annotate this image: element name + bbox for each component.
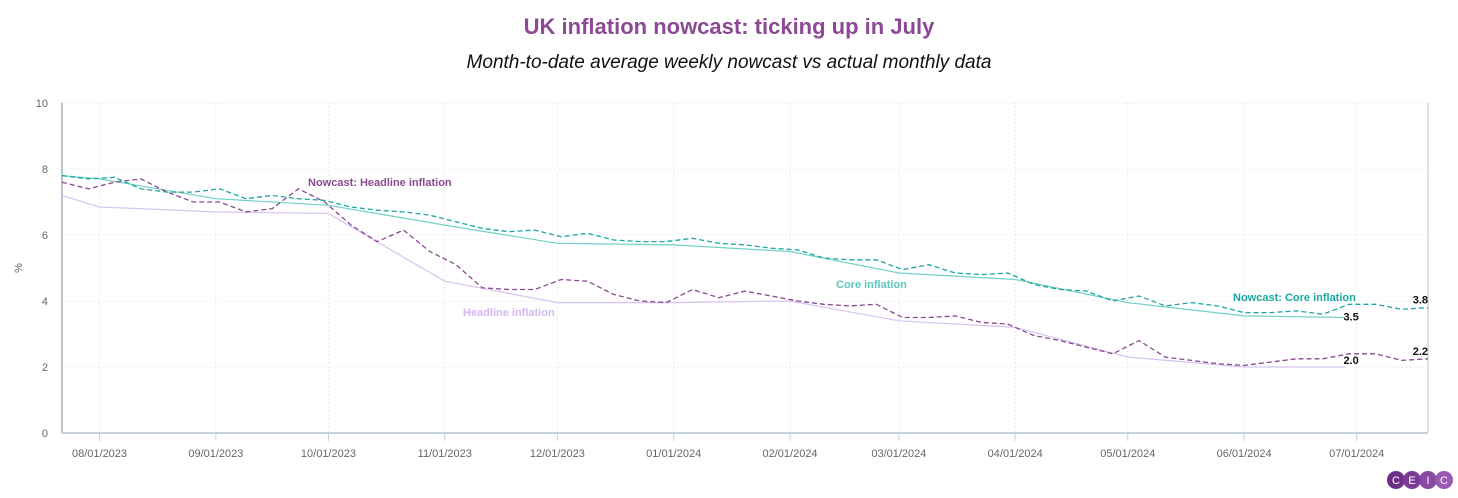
- series-line-nowcast-headline-inflation: [61, 178, 1429, 367]
- series-line-core-inflation: [61, 175, 1346, 319]
- x-tick-label: 09/01/2023: [188, 448, 243, 460]
- series-line-nowcast-core-inflation: [61, 174, 1429, 315]
- logo-circle: [1419, 471, 1437, 489]
- chart-title: UK inflation nowcast: ticking up in July: [523, 14, 935, 39]
- x-tick-label: 08/01/2023: [72, 448, 127, 460]
- y-tick-label: 10: [36, 98, 48, 110]
- logo-circle: [1387, 471, 1405, 489]
- logo-letter: E: [1408, 475, 1415, 487]
- series-label: Nowcast: Core inflation: [1233, 292, 1356, 304]
- y-tick-label: 8: [42, 164, 48, 176]
- y-tick-label: 4: [42, 296, 48, 308]
- logo-letter: C: [1440, 475, 1448, 487]
- x-tick-label: 12/01/2023: [530, 448, 585, 460]
- x-tick-label: 07/01/2024: [1329, 448, 1384, 460]
- logo-letter: C: [1392, 475, 1400, 487]
- x-tick-label: 03/01/2024: [871, 448, 926, 460]
- x-tick-label: 10/01/2023: [301, 448, 356, 460]
- series-line-headline-inflation: [61, 194, 1346, 368]
- x-tick-label: 05/01/2024: [1100, 448, 1155, 460]
- x-tick-label: 01/01/2024: [646, 448, 701, 460]
- series-label: Core inflation: [836, 279, 907, 291]
- x-tick-label: 04/01/2024: [988, 448, 1043, 460]
- x-tick-label: 02/01/2024: [763, 448, 818, 460]
- y-tick-label: 0: [42, 428, 48, 440]
- y-axis-label: %: [13, 263, 25, 273]
- end-value-label: 3.8: [1413, 295, 1428, 307]
- y-tick-label: 2: [42, 362, 48, 374]
- logo-circle: [1403, 471, 1421, 489]
- series-label: Headline inflation: [463, 307, 555, 319]
- series-label: Nowcast: Headline inflation: [308, 177, 452, 189]
- end-value-label: 3.5: [1343, 312, 1358, 324]
- chart-subtitle: Month-to-date average weekly nowcast vs …: [466, 52, 992, 73]
- logo-letter: I: [1426, 475, 1429, 487]
- x-tick-label: 06/01/2024: [1217, 448, 1272, 460]
- x-tick-label: 11/01/2023: [418, 448, 472, 460]
- y-tick-label: 6: [42, 230, 48, 242]
- end-value-label: 2.2: [1413, 346, 1428, 358]
- logo-circle: [1435, 471, 1453, 489]
- end-value-label: 2.0: [1343, 355, 1358, 367]
